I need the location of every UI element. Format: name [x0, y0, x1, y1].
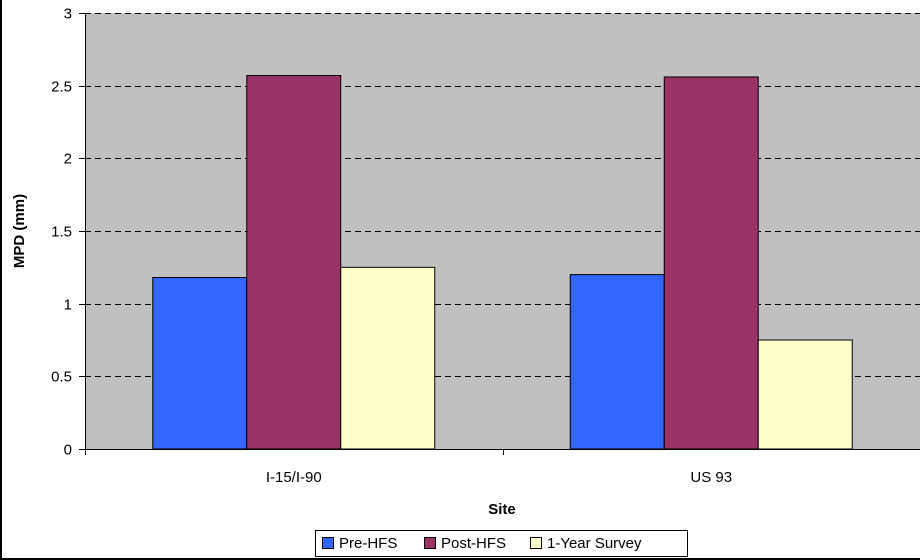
y-tick-label: 1.5 — [51, 224, 72, 241]
y-tick-label: 0 — [64, 442, 72, 459]
x-tick-label: I-15/I-90 — [266, 469, 322, 486]
bar-post-hfs-i-15-i-90 — [246, 74, 342, 450]
legend-label: Post-HFS — [441, 535, 506, 552]
legend-box — [315, 530, 688, 557]
y-tick-label: 0.5 — [51, 369, 72, 386]
legend-label: Pre-HFS — [339, 535, 397, 552]
y-axis-title: MPD (mm) — [11, 194, 28, 268]
y-tick-label: 1 — [64, 297, 72, 314]
x-axis-title: Site — [488, 501, 516, 518]
legend-swatch-pre-hfs — [322, 537, 334, 549]
legend-label: 1-Year Survey — [547, 535, 642, 552]
legend-swatch-1-year-survey — [530, 537, 542, 549]
bar-1-year-survey-i-15-i-90 — [340, 266, 436, 450]
y-tick-label: 3 — [64, 6, 72, 23]
bar-pre-hfs-us-93 — [569, 274, 665, 450]
x-tick-label: US 93 — [690, 469, 732, 486]
bar-pre-hfs-i-15-i-90 — [152, 277, 248, 450]
y-tick-label: 2 — [64, 151, 72, 168]
y-tick-label: 2.5 — [51, 79, 72, 96]
bar-1-year-survey-us-93 — [757, 339, 853, 450]
legend-swatch-post-hfs — [424, 537, 436, 549]
bar-post-hfs-us-93 — [663, 76, 759, 450]
